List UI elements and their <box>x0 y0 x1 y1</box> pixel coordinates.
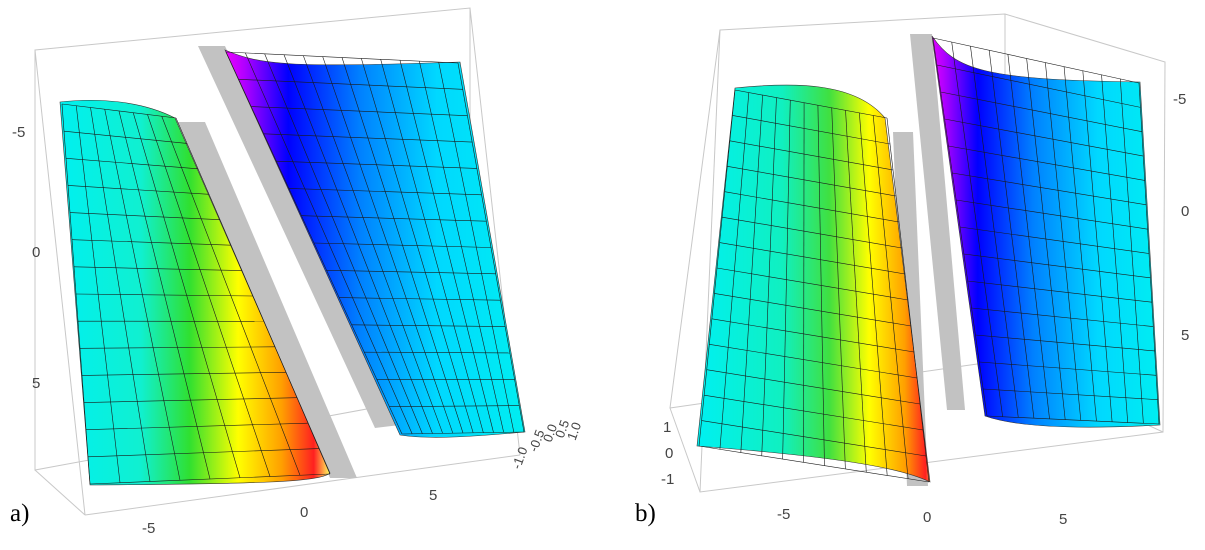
mesh-line <box>971 307 1154 327</box>
mesh-line <box>67 185 210 195</box>
mesh-line <box>932 37 1140 84</box>
mesh-line <box>979 361 1157 376</box>
mesh-line <box>61 103 177 119</box>
mesh-line <box>959 226 1150 254</box>
mesh-line <box>983 388 1158 400</box>
mesh-line <box>225 51 459 64</box>
y-tick-label: -5 <box>12 124 25 141</box>
surface-a-right <box>224 49 526 438</box>
mesh-line <box>729 140 894 171</box>
mesh-line <box>724 191 900 223</box>
z-tick-label: 0 <box>665 445 673 462</box>
mesh-line <box>722 216 903 249</box>
z-tick-label: -1 <box>661 471 674 488</box>
z-tick-label: -0.5 <box>526 428 548 454</box>
mesh-line <box>71 239 232 246</box>
mesh-lines-a <box>61 51 525 485</box>
surface-plot-b-svg: -5 0 5 -5 0 5 1 0 -1 <box>661 13 1189 528</box>
mesh-line <box>63 130 188 144</box>
x-tick-label: 5 <box>429 487 437 504</box>
gap-wall-a-left <box>178 122 357 478</box>
mesh-line <box>936 64 1141 108</box>
mesh-line <box>288 188 482 196</box>
mesh-line <box>709 343 918 379</box>
panel-label-a: a) <box>10 500 30 527</box>
mesh-line <box>975 334 1155 352</box>
mesh-line <box>401 431 525 435</box>
z-tick-label: 1.0 <box>564 420 584 442</box>
mesh-line <box>952 172 1147 206</box>
mesh-line <box>716 267 909 301</box>
mesh-line <box>719 242 906 275</box>
x-tick-label: -5 <box>777 506 790 523</box>
y-tick-label: 0 <box>1181 203 1189 220</box>
mesh-line <box>956 199 1148 230</box>
x-tick-label: -5 <box>142 520 155 537</box>
mesh-line <box>313 242 492 248</box>
mesh-line <box>89 473 331 485</box>
z-tick-label: 1 <box>663 419 671 436</box>
mesh-line <box>339 297 501 301</box>
mesh-line <box>940 91 1142 133</box>
mesh-line <box>389 405 520 408</box>
surface-plot-a-svg: -5 0 5 -5 0 5 -1.0 -0.5 0.0 0.5 1.0 <box>12 7 584 537</box>
y-tick-label: 5 <box>32 375 40 392</box>
z-tick-label: 0.5 <box>552 418 572 440</box>
mesh-line <box>944 118 1144 157</box>
mesh-line <box>83 397 298 403</box>
mesh-line <box>986 415 1160 425</box>
axis-ticks-a: -5 0 5 -5 0 5 -1.0 -0.5 0.0 0.5 1.0 <box>12 124 584 537</box>
gap-wall-b-right <box>910 34 965 410</box>
mesh-line <box>732 115 891 145</box>
surface-plot-a: -5 0 5 -5 0 5 -1.0 -0.5 0.0 0.5 1.0 a) <box>0 0 600 550</box>
surface-b-right <box>931 35 1161 428</box>
mesh-line <box>711 318 915 353</box>
mesh-line <box>81 371 287 376</box>
gap-wall-a-right <box>198 46 400 428</box>
mesh-line <box>326 269 496 275</box>
mesh-line <box>714 293 912 327</box>
y-tick-label: 5 <box>1181 327 1189 344</box>
mesh-line <box>65 157 199 170</box>
surface-a-left <box>59 99 331 486</box>
mesh-line <box>276 160 477 169</box>
mesh-line <box>251 106 468 117</box>
surface-b-left <box>696 84 931 483</box>
x-tick-label: 0 <box>923 509 931 526</box>
x-tick-label: 5 <box>1059 511 1067 528</box>
mesh-line <box>701 420 927 457</box>
mesh-line <box>238 78 463 90</box>
mesh-line <box>727 165 897 197</box>
mesh-line <box>963 253 1151 279</box>
panel-label-b: b) <box>635 500 656 527</box>
mesh-line <box>351 324 506 327</box>
mesh-line <box>85 422 309 431</box>
mesh-lines-b <box>698 37 1160 483</box>
mesh-line <box>263 133 473 143</box>
mesh-line <box>301 215 487 222</box>
mesh-line <box>706 369 921 405</box>
z-tick-label: 0.0 <box>540 422 560 444</box>
y-tick-label: 0 <box>32 244 40 261</box>
mesh-line <box>87 448 320 458</box>
mesh-line <box>364 351 510 354</box>
mesh-line <box>79 346 276 349</box>
z-tick-label: -1.0 <box>509 445 531 471</box>
mesh-line <box>75 293 254 297</box>
mesh-line <box>698 445 930 483</box>
mesh-line <box>967 280 1152 303</box>
x-tick-label: 0 <box>300 504 308 521</box>
axis-ticks-b: -5 0 5 -5 0 5 1 0 -1 <box>661 91 1189 528</box>
mesh-line <box>73 266 243 271</box>
mesh-line <box>734 89 888 119</box>
mesh-line <box>69 212 221 221</box>
mesh-line <box>704 394 924 431</box>
surface-plot-b: -5 0 5 -5 0 5 1 0 -1 b) <box>605 0 1205 550</box>
mesh-line <box>948 145 1145 181</box>
y-tick-label: -5 <box>1173 91 1186 108</box>
